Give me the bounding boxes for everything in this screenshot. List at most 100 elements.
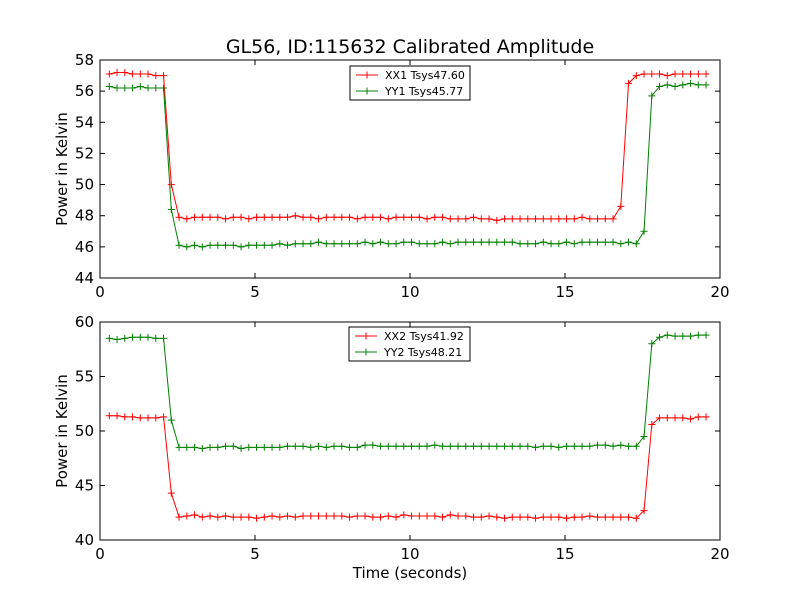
data-point — [361, 441, 369, 449]
data-point — [470, 513, 478, 521]
subplot-2: 0 5 10 15 20 40 45 50 55 60 Power in Kelvin Time (s… — [53, 313, 730, 582]
data-point — [315, 215, 323, 223]
x-tick-label: 15 — [555, 545, 574, 563]
data-point — [113, 68, 121, 76]
data-point — [253, 241, 261, 249]
data-point — [648, 420, 656, 428]
data-point — [539, 513, 547, 521]
data-point — [570, 442, 578, 450]
data-point — [648, 70, 656, 78]
data-point — [400, 213, 408, 221]
data-point — [648, 92, 656, 100]
data-point — [687, 332, 695, 340]
data-point — [578, 238, 586, 246]
data-point — [144, 70, 152, 78]
data-point — [160, 413, 168, 421]
data-point — [493, 513, 501, 521]
data-point — [315, 238, 323, 246]
data-point — [570, 240, 578, 248]
data-point — [508, 442, 516, 450]
data-point — [253, 514, 261, 522]
data-point — [501, 238, 509, 246]
data-point — [167, 489, 175, 497]
data-point — [369, 213, 377, 221]
y-tick-label: 40 — [75, 531, 94, 549]
data-point — [392, 240, 400, 248]
series-2-1 — [105, 412, 710, 522]
data-point — [237, 243, 245, 251]
data-point — [191, 213, 199, 221]
data-point — [291, 442, 299, 450]
data-point — [431, 240, 439, 248]
data-point — [346, 443, 354, 451]
data-point — [276, 443, 284, 451]
data-point — [222, 215, 230, 223]
data-point — [570, 215, 578, 223]
data-point — [516, 215, 524, 223]
data-point — [601, 215, 609, 223]
data-point — [555, 215, 563, 223]
data-point — [361, 512, 369, 520]
data-point — [229, 442, 237, 450]
data-point — [175, 241, 183, 249]
data-point — [330, 442, 338, 450]
data-point — [702, 70, 710, 78]
data-point — [322, 443, 330, 451]
data-point — [377, 238, 385, 246]
data-point — [315, 512, 323, 520]
data-point — [431, 512, 439, 520]
data-point — [144, 414, 152, 422]
data-point — [229, 213, 237, 221]
data-point — [268, 443, 276, 451]
data-point — [206, 443, 214, 451]
data-point — [431, 441, 439, 449]
data-point — [183, 243, 191, 251]
data-point — [392, 513, 400, 521]
data-point — [454, 215, 462, 223]
data-point — [105, 334, 113, 342]
data-point — [222, 512, 230, 520]
y-tick-label: 52 — [75, 144, 94, 162]
data-point — [524, 215, 532, 223]
data-point — [237, 513, 245, 521]
legend-label: YY1 Tsys45.77 — [384, 85, 463, 98]
y-axis-title: Power in Kelvin — [53, 112, 71, 226]
data-point — [609, 215, 617, 223]
x-tick-label: 0 — [95, 545, 105, 563]
data-point — [392, 442, 400, 450]
data-point — [601, 441, 609, 449]
data-point — [167, 416, 175, 424]
data-point — [214, 443, 222, 451]
data-point — [524, 513, 532, 521]
data-point — [284, 512, 292, 520]
data-point — [439, 513, 447, 521]
data-point — [485, 238, 493, 246]
data-point — [625, 79, 633, 87]
data-point — [175, 513, 183, 521]
data-point — [346, 240, 354, 248]
data-point — [617, 202, 625, 210]
data-point — [423, 512, 431, 520]
data-point — [578, 513, 586, 521]
data-point — [167, 181, 175, 189]
data-point — [516, 513, 524, 521]
legend: XX1 Tsys47.60 YY1 Tsys45.77 — [349, 65, 471, 101]
data-point — [245, 513, 253, 521]
data-point — [501, 514, 509, 522]
x-tick-label: 5 — [250, 545, 260, 563]
data-point — [539, 442, 547, 450]
data-point — [338, 512, 346, 520]
data-point — [206, 512, 214, 520]
data-point — [121, 413, 129, 421]
data-point — [563, 215, 571, 223]
data-point — [423, 240, 431, 248]
data-point — [415, 240, 423, 248]
data-point — [431, 213, 439, 221]
x-tick-label: 5 — [250, 283, 260, 301]
data-point — [679, 332, 687, 340]
y-tick-label: 50 — [75, 422, 94, 440]
data-point — [167, 205, 175, 213]
data-point — [702, 331, 710, 339]
data-point — [687, 79, 695, 87]
data-point — [640, 432, 648, 440]
